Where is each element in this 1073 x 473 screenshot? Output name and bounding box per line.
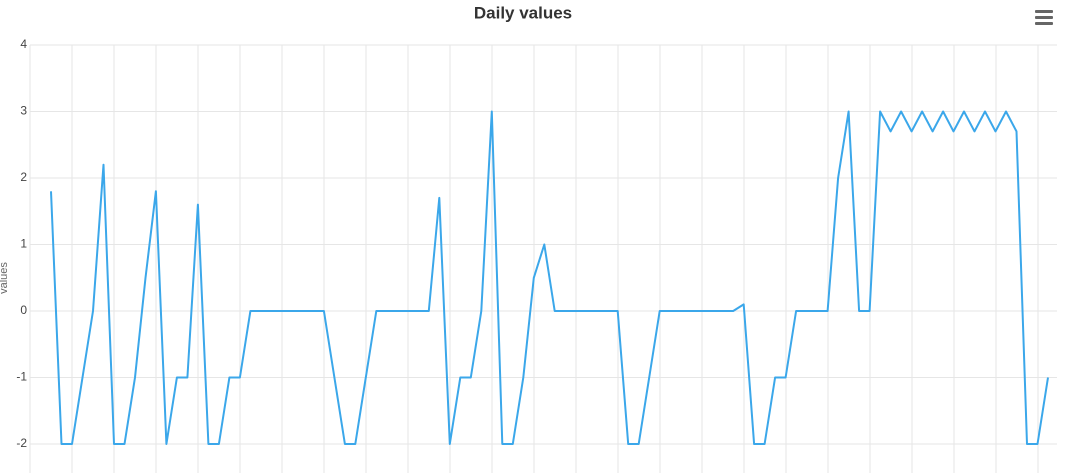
menu-bar (1035, 16, 1053, 19)
y-tick-label: 4 (20, 37, 27, 51)
menu-bar (1035, 22, 1053, 25)
y-tick-label: 3 (20, 104, 27, 118)
y-tick-label: 0 (20, 303, 27, 317)
y-tick-label: 2 (20, 170, 27, 184)
menu-bar (1035, 10, 1053, 13)
y-tick-label: 1 (20, 237, 27, 251)
y-tick-label: -1 (16, 370, 27, 384)
chart-title: Daily values (474, 3, 572, 22)
y-tick-label: -2 (16, 436, 27, 450)
menu-button[interactable] (1035, 10, 1053, 25)
y-axis-title: values (0, 262, 10, 294)
data-line (50, 110, 1049, 445)
